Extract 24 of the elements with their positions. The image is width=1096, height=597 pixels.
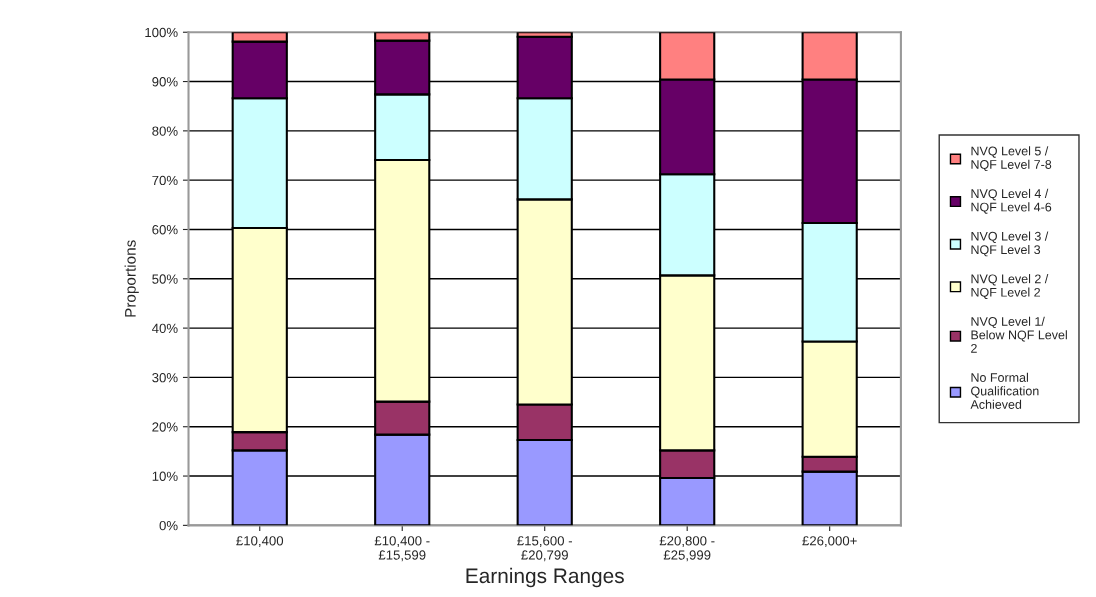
- y-axis-title: Proportions: [124, 240, 139, 317]
- legend-label: NVQ Level 3 / NQF Level 3: [971, 231, 1049, 257]
- y-tick-label: 60%: [152, 225, 178, 235]
- legend-label: NVQ Level 1/ Below NQF Level 2: [971, 316, 1067, 353]
- x-tick-label: £10,400 - £15,599: [374, 536, 430, 562]
- legend-label: NVQ Level 4 / NQF Level 4-6: [971, 188, 1052, 214]
- x-tick-label: £10,400: [236, 536, 284, 548]
- y-tick-label: 80%: [152, 126, 178, 136]
- y-tick-label: 20%: [152, 422, 178, 432]
- y-tick-label: 30%: [152, 372, 178, 383]
- y-tick-label: 10%: [152, 471, 178, 481]
- legend-label: No Formal Qualification Achieved: [970, 372, 1039, 409]
- legend-label: NVQ Level 2 / NQF Level 2: [971, 274, 1049, 299]
- x-tick-label: £15,600 - £20,799: [517, 536, 573, 562]
- legend-label: NVQ Level 5 / NQF Level 7-8: [971, 146, 1052, 172]
- y-tick-label: 50%: [152, 274, 178, 284]
- y-tick-label: 40%: [151, 323, 178, 334]
- y-tick-label: 70%: [152, 175, 178, 186]
- y-tick-label: 100%: [145, 27, 178, 38]
- x-tick-label: £20,800 - £25,999: [659, 536, 715, 562]
- y-tick-label: 90%: [152, 77, 178, 87]
- y-tick-label: 0%: [159, 520, 178, 531]
- x-axis-title: Earnings Ranges: [466, 567, 624, 588]
- x-tick-label: £26,000+: [802, 536, 857, 548]
